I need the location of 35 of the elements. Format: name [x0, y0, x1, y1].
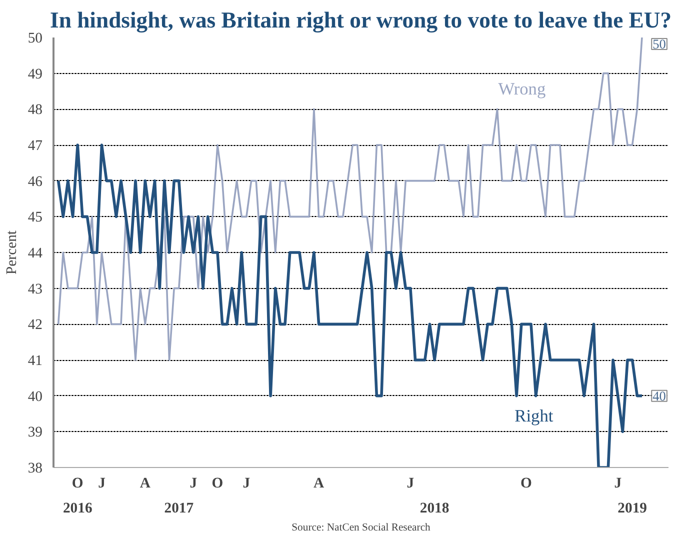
- x-tick-label: J: [242, 476, 250, 492]
- y-axis-title: Percent: [4, 230, 20, 274]
- y-tick-label: 41: [28, 353, 42, 369]
- y-tick-label: 50: [28, 30, 42, 46]
- series-label: Wrong: [498, 80, 546, 99]
- x-tick-label: J: [98, 476, 106, 492]
- x-tick-label: O: [212, 476, 224, 492]
- y-tick-label: 44: [28, 246, 44, 262]
- chart-title: In hindsight, was Britain right or wrong to vote to leave the EU?: [50, 8, 672, 32]
- data-label: 50: [652, 36, 666, 52]
- series-label: Right: [514, 406, 554, 426]
- x-tick-label: A: [140, 476, 151, 492]
- line-series: [56, 144, 644, 468]
- category-label: O 2016: [62, 476, 92, 516]
- y-tick-label: 42: [28, 317, 42, 334]
- source-note: Source: NatCen Social Research: [292, 522, 432, 534]
- x-tick-label: J: [190, 476, 198, 492]
- y-tick-label: 47: [28, 138, 42, 154]
- y-tick-label: 39: [28, 424, 42, 441]
- x-tick-label: J: [614, 476, 622, 492]
- y-tick-label: 40: [28, 388, 42, 405]
- x-tick-label: 2019: [618, 500, 647, 516]
- y-tick-label: 45: [28, 210, 42, 226]
- y-tick-label: 43: [28, 281, 42, 298]
- x-tick-label: A: [314, 476, 324, 492]
- data-label: 40: [652, 388, 666, 404]
- x-tick-label: O: [520, 476, 532, 492]
- y-tick-label: 38: [28, 460, 42, 476]
- line-series: [57, 38, 643, 361]
- y-tick-label: 48: [28, 102, 42, 118]
- x-tick-label: 2017: [164, 500, 194, 516]
- y-tick-label: 46: [28, 174, 42, 190]
- y-tick-label: 49: [28, 66, 42, 82]
- x-tick-label: 2018: [420, 500, 450, 516]
- x-tick-label: J: [406, 476, 414, 492]
